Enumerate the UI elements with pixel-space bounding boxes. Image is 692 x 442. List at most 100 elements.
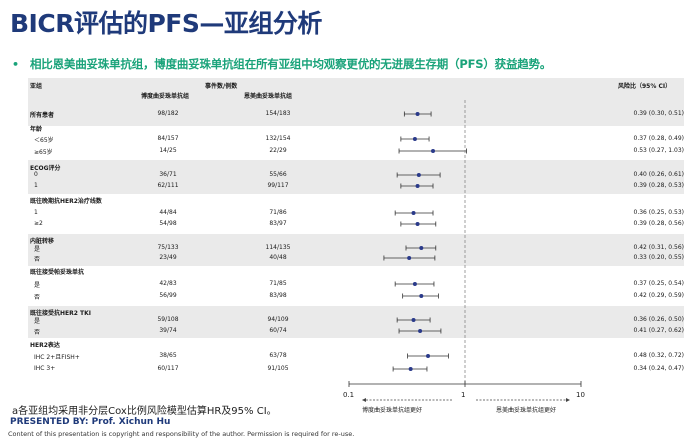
subgroup-heading: 内脏转移 [30, 238, 55, 245]
header-hr: 风险比（95% CI） [618, 83, 672, 90]
hazard-ratio-ci: 0.36 (0.25, 0.53) [633, 209, 684, 216]
subgroup-label: 1 [34, 182, 38, 189]
hazard-ratio-point [431, 149, 436, 153]
hazard-ratio-point [419, 246, 424, 250]
hazard-ratio-ci: 0.39 (0.28, 0.56) [633, 220, 684, 227]
band-ecog [28, 160, 684, 194]
subgroup-label: 是 [34, 246, 41, 253]
events-arm2: 60/74 [269, 327, 287, 334]
events-arm1: 75/133 [157, 244, 179, 251]
hazard-ratio-point [411, 211, 416, 215]
header-subgroup: 亚组 [30, 83, 43, 90]
favor-right-arrow-head [566, 398, 570, 402]
hazard-ratio-ci: 0.41 (0.27, 0.62) [633, 327, 684, 334]
events-arm1: 59/108 [157, 316, 179, 323]
hazard-ratio-ci: 0.39 (0.30, 0.51) [633, 110, 684, 117]
subgroup-heading: 年龄 [30, 126, 43, 133]
hazard-ratio-ci: 0.48 (0.32, 0.72) [633, 352, 684, 359]
hazard-ratio-ci: 0.36 (0.26, 0.50) [633, 316, 684, 323]
events-arm2: 154/183 [265, 110, 291, 117]
subgroup-heading: 既往接受帕妥珠单抗 [30, 269, 85, 276]
events-arm1: 23/49 [159, 254, 177, 261]
hazard-ratio-ci: 0.42 (0.31, 0.56) [633, 244, 684, 251]
hazard-ratio-ci: 0.42 (0.29, 0.59) [633, 292, 684, 299]
subgroup-label: IHC 2+且FISH+ [34, 354, 80, 361]
events-arm2: 22/29 [269, 147, 287, 154]
tick-label-0-1: 0.1 [343, 391, 355, 399]
subgroup-label: 否 [34, 329, 41, 336]
events-arm1: 98/182 [157, 110, 179, 117]
events-arm2: 114/135 [265, 244, 291, 251]
band-header [28, 78, 684, 102]
hazard-ratio-point [411, 318, 416, 322]
key-finding-text: 相比恩美曲妥珠单抗组，博度曲妥珠单抗组在所有亚组中均观察更优的无进展生存期（PF… [30, 57, 552, 71]
events-arm2: 94/109 [267, 316, 289, 323]
tick-label-1: 1 [461, 391, 466, 399]
band-tki [28, 306, 684, 338]
hazard-ratio-ci: 0.34 (0.24, 0.47) [633, 365, 684, 372]
header-arm2: 恩美曲妥珠单抗组 [244, 93, 293, 100]
events-arm2: 63/78 [269, 352, 287, 359]
hazard-ratio-point [412, 282, 417, 286]
header-arm1: 博度曲妥珠单抗组 [141, 93, 190, 100]
band-age [28, 126, 684, 160]
subgroup-label: IHC 3+ [34, 365, 56, 372]
hazard-ratio-ci: 0.39 (0.28, 0.53) [633, 182, 684, 189]
events-arm2: 83/97 [269, 220, 287, 227]
hazard-ratio-ci: 0.33 (0.20, 0.55) [633, 254, 684, 261]
events-arm2: 71/85 [269, 280, 287, 287]
favor-left-label: 博度曲妥珠单抗组更好 [362, 407, 423, 414]
subgroup-heading: 既往晚期抗HER2治疗线数 [30, 198, 102, 205]
hazard-ratio-ci: 0.53 (0.27, 1.03) [633, 147, 684, 154]
presenter: PRESENTED BY: Prof. Xichun Hu [10, 417, 171, 427]
events-arm1: 38/65 [159, 352, 177, 359]
hazard-ratio-point [415, 184, 420, 188]
band-her2 [28, 338, 684, 378]
hazard-ratio-point [416, 173, 421, 177]
band-prior-lines [28, 194, 684, 234]
events-arm1: 60/117 [157, 365, 179, 372]
bullet-marker: • [12, 58, 20, 71]
subgroup-label: 0 [34, 171, 38, 178]
band-all-patients [28, 102, 684, 126]
page-title: BICR评估的PFS—亚组分析 [10, 9, 322, 38]
footnote: a各亚组均采用非分层Cox比例风险模型估算HR及95% CI。 [12, 406, 277, 417]
events-arm2: 55/66 [269, 171, 287, 178]
events-arm1: 54/98 [159, 220, 177, 227]
events-arm1: 62/111 [157, 182, 179, 189]
events-arm1: 44/84 [159, 209, 177, 216]
subgroup-heading: 所有患者 [30, 112, 55, 119]
header-events: 事件数/例数 [205, 83, 238, 90]
hazard-ratio-point [426, 354, 431, 358]
hazard-ratio-point [415, 222, 420, 226]
events-arm1: 56/99 [159, 292, 177, 299]
subgroup-label: 是 [34, 282, 41, 289]
events-arm1: 42/83 [159, 280, 177, 287]
hazard-ratio-ci: 0.40 (0.26, 0.61) [633, 171, 684, 178]
hazard-ratio-point [412, 137, 417, 141]
subgroup-label: 是 [34, 318, 41, 325]
events-arm1: 39/74 [159, 327, 177, 334]
hazard-ratio-point [415, 112, 420, 116]
hazard-ratio-point [407, 256, 412, 260]
subgroup-heading: 既往接受抗HER2 TKI [30, 310, 91, 317]
favor-right-label: 恩美曲妥珠单抗组更好 [496, 407, 557, 414]
subgroup-label: 否 [34, 294, 41, 301]
events-arm1: 14/25 [159, 147, 177, 154]
subgroup-label: 1 [34, 209, 38, 216]
hazard-ratio-point [418, 329, 423, 333]
events-arm2: 91/105 [267, 365, 289, 372]
events-arm2: 83/98 [269, 292, 287, 299]
events-arm1: 84/157 [157, 135, 179, 142]
subgroup-label: ≥65岁 [34, 149, 53, 156]
tick-label-10: 10 [576, 391, 585, 399]
hazard-ratio-point [419, 294, 424, 298]
events-arm1: 36/71 [159, 171, 177, 178]
hazard-ratio-point [408, 367, 413, 371]
subgroup-heading: HER2表达 [30, 342, 60, 349]
events-arm2: 40/48 [269, 254, 287, 261]
favor-left-arrow-head [362, 398, 366, 402]
events-arm2: 99/117 [267, 182, 289, 189]
subgroup-label: 否 [34, 256, 41, 263]
